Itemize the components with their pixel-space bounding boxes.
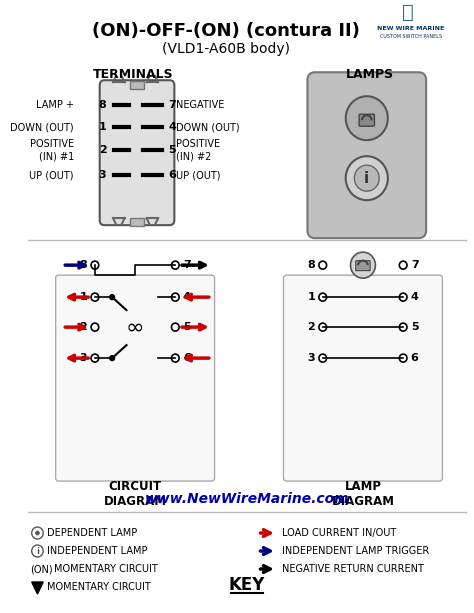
Text: (IN) #1: (IN) #1 (38, 151, 74, 161)
Text: 4: 4 (169, 122, 176, 132)
Text: 1: 1 (307, 292, 315, 302)
FancyBboxPatch shape (283, 275, 442, 481)
Text: www.NewWireMarine.com: www.NewWireMarine.com (145, 492, 349, 506)
Text: CUSTOM SWITCH PANELS: CUSTOM SWITCH PANELS (380, 34, 442, 39)
Circle shape (319, 354, 327, 362)
Text: 5: 5 (169, 145, 176, 155)
Text: i: i (364, 170, 369, 186)
Circle shape (110, 295, 115, 300)
Text: 8: 8 (99, 100, 106, 110)
Circle shape (172, 354, 179, 362)
Text: KEY: KEY (229, 576, 265, 594)
Circle shape (172, 323, 179, 331)
Text: 5: 5 (411, 322, 419, 332)
FancyBboxPatch shape (359, 114, 374, 126)
FancyBboxPatch shape (100, 80, 174, 225)
Text: 7: 7 (183, 260, 191, 270)
Text: 2: 2 (99, 145, 106, 155)
Text: NEGATIVE: NEGATIVE (176, 100, 225, 110)
FancyBboxPatch shape (55, 275, 215, 481)
Text: 7: 7 (169, 100, 176, 110)
Circle shape (346, 156, 388, 200)
FancyBboxPatch shape (356, 261, 370, 271)
Circle shape (319, 293, 327, 301)
Text: 6: 6 (169, 170, 176, 180)
Text: 4: 4 (183, 292, 191, 302)
Circle shape (399, 323, 407, 331)
Circle shape (36, 531, 39, 535)
Circle shape (399, 354, 407, 362)
Circle shape (399, 293, 407, 301)
Text: (VLD1-A60B body): (VLD1-A60B body) (162, 42, 290, 56)
FancyBboxPatch shape (130, 82, 144, 89)
Circle shape (91, 293, 99, 301)
Text: (ON)-OFF-(ON) (contura II): (ON)-OFF-(ON) (contura II) (92, 22, 360, 40)
Text: NEW WIRE MARINE: NEW WIRE MARINE (377, 26, 445, 31)
Text: INDEPENDENT LAMP TRIGGER: INDEPENDENT LAMP TRIGGER (282, 546, 429, 556)
Circle shape (172, 261, 179, 269)
Text: LAMP +: LAMP + (36, 100, 74, 110)
FancyBboxPatch shape (130, 218, 144, 226)
Text: 4: 4 (410, 292, 419, 302)
FancyBboxPatch shape (308, 72, 426, 238)
Text: LOAD CURRENT IN/OUT: LOAD CURRENT IN/OUT (282, 528, 396, 538)
Circle shape (91, 261, 99, 269)
Text: MOMENTARY CIRCUIT: MOMENTARY CIRCUIT (54, 564, 157, 574)
Text: (ON): (ON) (30, 564, 53, 574)
Text: ∞: ∞ (126, 317, 145, 337)
Circle shape (319, 323, 327, 331)
Text: DOWN (OUT): DOWN (OUT) (176, 122, 240, 132)
Circle shape (319, 261, 327, 269)
Text: UP (OUT): UP (OUT) (29, 170, 74, 180)
Text: 3: 3 (308, 353, 315, 363)
Text: POSITIVE: POSITIVE (176, 139, 220, 149)
Text: 3: 3 (80, 353, 87, 363)
Circle shape (91, 323, 99, 331)
Text: 1: 1 (80, 292, 87, 302)
Text: ⛵: ⛵ (402, 2, 414, 21)
Text: TERMINALS: TERMINALS (93, 68, 173, 82)
Text: 7: 7 (411, 260, 419, 270)
Text: POSITIVE: POSITIVE (30, 139, 74, 149)
Text: 6: 6 (410, 353, 419, 363)
Circle shape (399, 261, 407, 269)
Text: MOMENTARY CIRCUIT: MOMENTARY CIRCUIT (47, 582, 151, 592)
Text: INDEPENDENT LAMP: INDEPENDENT LAMP (47, 546, 147, 556)
Circle shape (350, 252, 375, 278)
Text: 1: 1 (99, 122, 106, 132)
Circle shape (110, 356, 115, 360)
Text: (IN) #2: (IN) #2 (176, 151, 212, 161)
Text: DEPENDENT LAMP: DEPENDENT LAMP (47, 528, 137, 538)
Text: UP (OUT): UP (OUT) (176, 170, 221, 180)
Text: 3: 3 (99, 170, 106, 180)
Text: 6: 6 (183, 353, 191, 363)
Circle shape (355, 165, 379, 191)
Text: NEGATIVE RETURN CURRENT: NEGATIVE RETURN CURRENT (282, 564, 423, 574)
Text: DOWN (OUT): DOWN (OUT) (10, 122, 74, 132)
Circle shape (91, 354, 99, 362)
Text: i: i (36, 547, 39, 555)
Text: 8: 8 (307, 260, 315, 270)
Text: LAMP
DIAGRAM: LAMP DIAGRAM (331, 480, 394, 508)
Text: 2: 2 (307, 322, 315, 332)
Text: LAMPS: LAMPS (346, 68, 394, 82)
Circle shape (346, 96, 388, 140)
Polygon shape (32, 582, 43, 594)
Text: CIRCUIT
DIAGRAM: CIRCUIT DIAGRAM (104, 480, 166, 508)
Text: 5: 5 (183, 322, 191, 332)
Text: 8: 8 (80, 260, 87, 270)
Text: 2: 2 (80, 322, 87, 332)
Circle shape (172, 293, 179, 301)
